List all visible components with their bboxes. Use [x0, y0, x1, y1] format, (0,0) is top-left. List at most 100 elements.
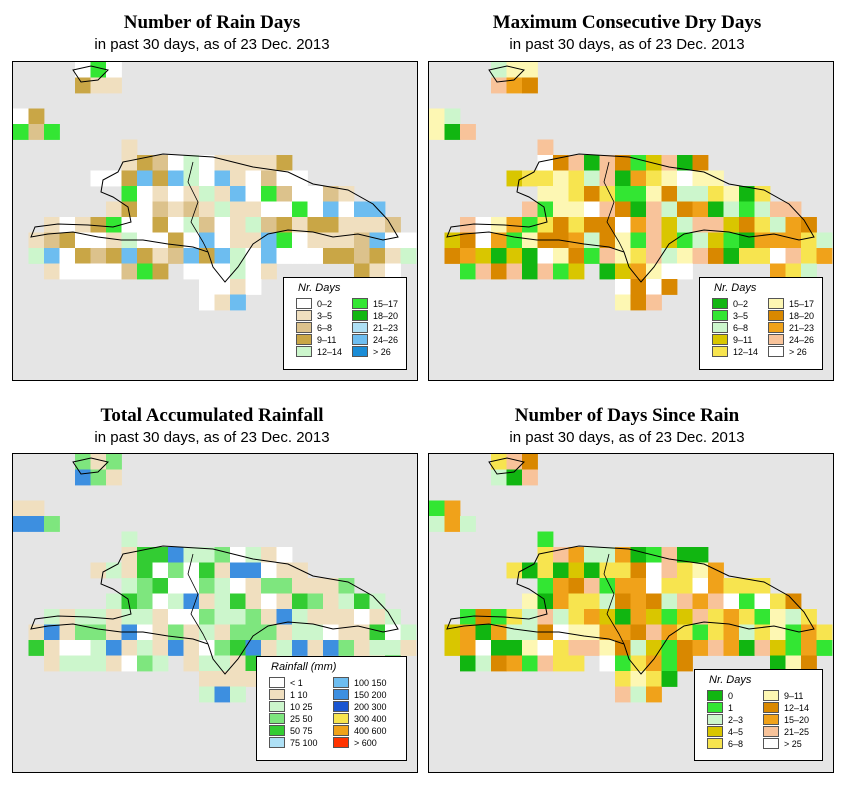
grid-cell [59, 640, 76, 656]
grid-cell [692, 547, 709, 563]
grid-cell [801, 655, 817, 672]
grid-cell [661, 170, 678, 187]
grid-cell [168, 248, 184, 264]
legend: Nr. Days 0–2 3–5 6–8 9–11 12–14 15–17 18–20 21–… [699, 277, 823, 370]
grid-cell [522, 248, 538, 264]
grid-cell [137, 547, 153, 563]
legend-swatch [296, 322, 312, 333]
grid-cell [801, 263, 817, 280]
grid-cell [214, 201, 231, 218]
grid-cell [199, 201, 215, 218]
grid-cell [137, 170, 153, 187]
grid-cell [692, 217, 709, 233]
grid-cell [537, 186, 554, 202]
grid-cell [385, 263, 401, 280]
grid-cell [292, 248, 308, 264]
grid-cell [491, 232, 507, 249]
grid-cell [214, 671, 231, 687]
grid-cell [677, 201, 693, 218]
grid-cell [354, 624, 370, 641]
grid-cell [137, 609, 153, 625]
grid-cell [661, 186, 678, 202]
grid-cell [630, 279, 647, 295]
legend-label: 300 400 [354, 713, 387, 724]
grid-cell [121, 248, 138, 264]
legend-label: 50 75 [290, 725, 313, 736]
grid-cell [90, 263, 107, 280]
legend-label: > 25 [784, 738, 802, 749]
grid-cell [90, 62, 107, 78]
grid-cell [801, 248, 817, 264]
grid-cell [137, 578, 153, 594]
grid-cell [183, 232, 200, 249]
grid-cell [754, 186, 771, 202]
grid-cell [307, 640, 324, 656]
grid-cell [230, 686, 246, 703]
grid-cell [584, 155, 600, 171]
legend-label: < 1 [290, 677, 303, 688]
legend-swatch [269, 725, 285, 736]
grid-cell [276, 201, 293, 218]
grid-cell [630, 170, 647, 187]
legend: Nr. Days 0 1 2–3 4–5 6–8 9–11 12–14 15–20 21–25 >… [694, 669, 823, 761]
grid-cell [677, 640, 693, 656]
grid-cell [245, 609, 262, 625]
grid-cell [723, 593, 740, 610]
grid-cell [199, 547, 215, 563]
grid-cell [568, 655, 585, 672]
grid-cell [568, 155, 585, 171]
country-border [603, 553, 625, 645]
grid-cell [75, 469, 91, 486]
grid-cell [661, 562, 678, 579]
coastline [30, 545, 399, 675]
grid-cell [214, 186, 231, 202]
grid-cell [615, 279, 631, 295]
grid-cell [245, 562, 262, 579]
legend-label: 6–8 [728, 738, 744, 749]
grid-cell [506, 562, 523, 579]
grid-cell [537, 562, 554, 579]
grid-cell [354, 217, 370, 233]
grid-cell [230, 671, 246, 687]
legend-item: 75 100 [269, 737, 318, 748]
grid-cell [599, 624, 616, 641]
grid-cell [615, 655, 631, 672]
grid-cell [537, 263, 554, 280]
grid-cell [599, 248, 616, 264]
legend-swatch [352, 310, 368, 321]
grid-cell [121, 155, 138, 171]
grid-cell [708, 640, 724, 656]
grid-cell [491, 640, 507, 656]
grid-cell [13, 516, 29, 532]
coastline [72, 457, 109, 475]
grid-cell [770, 232, 786, 249]
legend-label: 3–5 [733, 310, 749, 321]
grid-cell [522, 170, 538, 187]
grid-cell [568, 186, 585, 202]
grid-cell [354, 248, 370, 264]
grid-cell [677, 248, 693, 264]
grid-cell [568, 578, 585, 594]
grid-cell [44, 263, 60, 280]
grid-cell [429, 500, 445, 517]
legend-label: 18–20 [789, 310, 815, 321]
legend-swatch [352, 346, 368, 357]
legend-item: 10 25 [269, 701, 313, 712]
grid-cell [90, 624, 107, 641]
grid-cell [230, 655, 246, 672]
coastline [30, 153, 399, 283]
grid-cell [90, 640, 107, 656]
grid-cell [491, 62, 507, 78]
coastline [488, 457, 525, 475]
grid-cell [553, 578, 569, 594]
grid-cell [568, 624, 585, 641]
grid-cell [770, 593, 786, 610]
grid-cell [460, 516, 476, 532]
grid-cell [369, 248, 386, 264]
grid-cell [214, 232, 231, 249]
grid-cell [615, 294, 631, 311]
grid-cell [199, 578, 215, 594]
grid-cell [599, 578, 616, 594]
grid-cell [338, 232, 355, 249]
